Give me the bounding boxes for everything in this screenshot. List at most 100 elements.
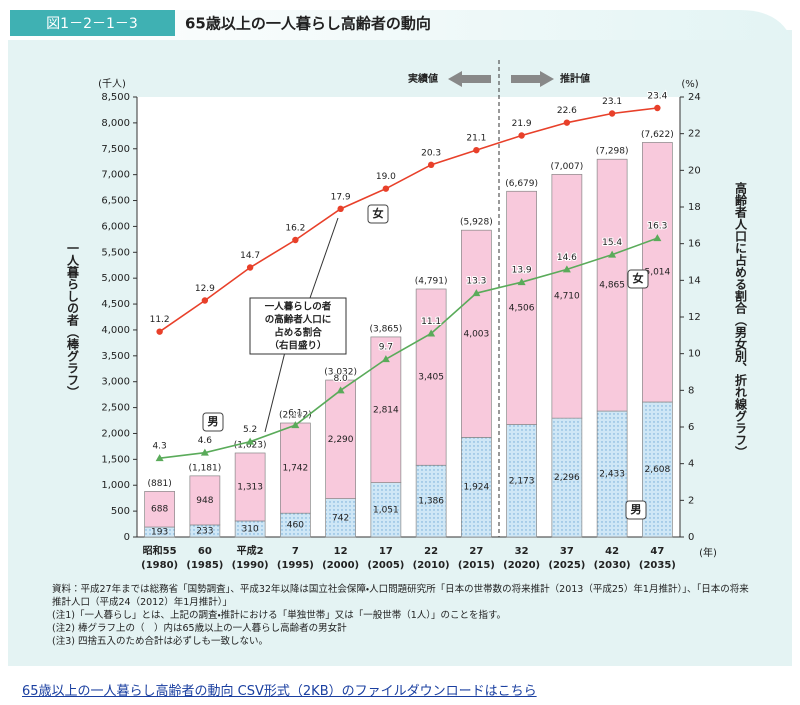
bar-value-label: 2,433 xyxy=(599,470,625,480)
y-label: 一人暮らしの者（棒グラフ） xyxy=(66,242,80,398)
line-value-label: 19.0 xyxy=(376,172,396,182)
x-tick-label: 17 xyxy=(379,546,393,557)
callout-text: 一人暮らしの者 xyxy=(265,301,332,313)
y2-tick-label: 4 xyxy=(688,459,694,470)
line-marker xyxy=(427,329,436,337)
bar-value-label: 2,814 xyxy=(373,405,399,415)
line-marker xyxy=(336,386,345,394)
line-marker xyxy=(654,104,661,112)
line-marker xyxy=(427,161,435,169)
bar-segment xyxy=(325,379,356,499)
line-value-label: 11.2 xyxy=(150,315,170,325)
line-marker xyxy=(156,328,163,335)
line-marker xyxy=(653,234,662,242)
chart: 図1－2－1－3 65歳以上の一人暮らし高齢者の動向 0 500 1,000 1,50… xyxy=(8,10,792,666)
y-tick-label: 8,000 xyxy=(101,118,130,129)
bar-segment xyxy=(415,288,447,466)
bar-segment xyxy=(551,173,583,419)
x-tick-label: 12 xyxy=(334,546,348,557)
bar-value-label: 460 xyxy=(287,521,304,531)
line-value-label: 6.1 xyxy=(288,409,302,419)
line-marker xyxy=(563,119,571,126)
bar-value-label: 2,173 xyxy=(509,476,535,486)
total-label: (3,865) xyxy=(369,324,402,334)
name-box xyxy=(367,204,389,224)
bar-segment xyxy=(551,417,583,538)
y-tick-label: 0 xyxy=(124,532,130,543)
bar-segment xyxy=(144,491,175,528)
bar-value-label: 4,003 xyxy=(463,329,489,339)
total-label: (5,928) xyxy=(460,218,493,228)
y2-tick-label: 12 xyxy=(688,312,701,323)
y2-tick-label: 2 xyxy=(688,495,694,506)
y-tick-label: 3,000 xyxy=(101,377,130,388)
y-tick-label: 1,500 xyxy=(101,454,130,465)
projected-label: 推計値 xyxy=(560,72,590,85)
total-label: (2,202) xyxy=(279,411,312,421)
total-label: (1,181) xyxy=(188,463,221,473)
x-year-label: (2000) xyxy=(322,560,359,571)
bar-value-label: 1,742 xyxy=(282,464,308,474)
line-marker xyxy=(381,355,390,363)
y2-tick-label: 18 xyxy=(688,202,701,213)
callout-text: （右目盛り） xyxy=(269,340,326,352)
line-value-label: 15.4 xyxy=(602,238,622,248)
plot-area xyxy=(137,97,680,537)
line-marker xyxy=(201,297,209,304)
bar-segment xyxy=(415,464,447,538)
bar-value-label: 3,405 xyxy=(418,373,444,383)
line-value-label: 14.7 xyxy=(240,251,260,261)
name-label: 男 xyxy=(631,503,642,516)
bar-segment xyxy=(234,452,266,522)
notes: 資料：平成27年までは総務省「国勢調査」、平成32年以降は国立社会保障・人口問題… xyxy=(52,583,752,648)
y-tick-label: 500 xyxy=(111,506,130,517)
y-tick-label: 4,000 xyxy=(101,325,130,336)
x-year-label: (2035) xyxy=(639,560,676,571)
name-label: 女 xyxy=(373,206,384,220)
csv-link[interactable]: 65歳以上の一人暮らし高齢者の動向 CSV形式（2KB）のファイルダウンロードは… xyxy=(22,684,537,699)
bar-segment xyxy=(506,190,537,425)
y-tick-label: 1,000 xyxy=(101,480,130,491)
x-tick-label: 27 xyxy=(469,546,483,557)
x-tick-label: 32 xyxy=(515,546,529,557)
figure-title: 65歳以上の一人暮らし高齢者の動向 xyxy=(185,15,431,33)
y2-tick-label: 22 xyxy=(688,129,701,140)
x-tick-label: 7 xyxy=(292,546,299,557)
note: (注2) 棒グラフ上の（ ）内は65歳以上の一人暮らし高齢者の男女計 xyxy=(52,623,347,634)
line-marker xyxy=(472,289,481,297)
x-year-label: (1980) xyxy=(141,560,178,571)
bar-value-label: 193 xyxy=(151,528,168,538)
callout-text: 占める割合 xyxy=(274,327,322,339)
x-year-label: (1995) xyxy=(277,560,314,571)
total-label: (3,032) xyxy=(324,368,357,378)
name-box xyxy=(202,412,224,432)
note: (注1)「一人暮らし」とは、上記の調査・推計における「単独世帯」又は「一般世帯（… xyxy=(52,610,507,621)
bar-value-label: 688 xyxy=(151,505,168,515)
note: (注3) 四捨五入のため合計は必ずしも一致しない。 xyxy=(52,636,268,647)
line-value-label: 17.9 xyxy=(331,192,351,202)
bar-value-label: 5,014 xyxy=(644,268,670,278)
x-tick-label: 22 xyxy=(424,546,438,557)
x-tick-label: 47 xyxy=(650,546,664,557)
y-tick-label: 5,000 xyxy=(101,273,130,284)
name-label: 女 xyxy=(633,271,644,285)
arrow-right xyxy=(511,71,554,87)
total-label: (1,623) xyxy=(234,440,267,450)
bar-value-label: 742 xyxy=(332,513,349,523)
y-tick-label: 2,000 xyxy=(101,428,130,439)
bar-segment xyxy=(596,158,628,412)
line-marker xyxy=(517,278,526,286)
line-marker xyxy=(382,185,390,192)
line-marker xyxy=(473,146,480,154)
line-value-label: 16.2 xyxy=(285,224,305,234)
name-box xyxy=(625,500,647,520)
line-value-label: 4.6 xyxy=(198,436,213,446)
line-marker xyxy=(608,250,617,258)
x-tick-label: 平成2 xyxy=(237,544,264,557)
line-value-label: 11.1 xyxy=(421,317,441,327)
x-unit: (年) xyxy=(699,546,717,559)
bar-value-label: 4,865 xyxy=(599,281,625,291)
line-value-label: 8.0 xyxy=(333,374,348,384)
y-tick-label: 6,500 xyxy=(101,196,130,207)
